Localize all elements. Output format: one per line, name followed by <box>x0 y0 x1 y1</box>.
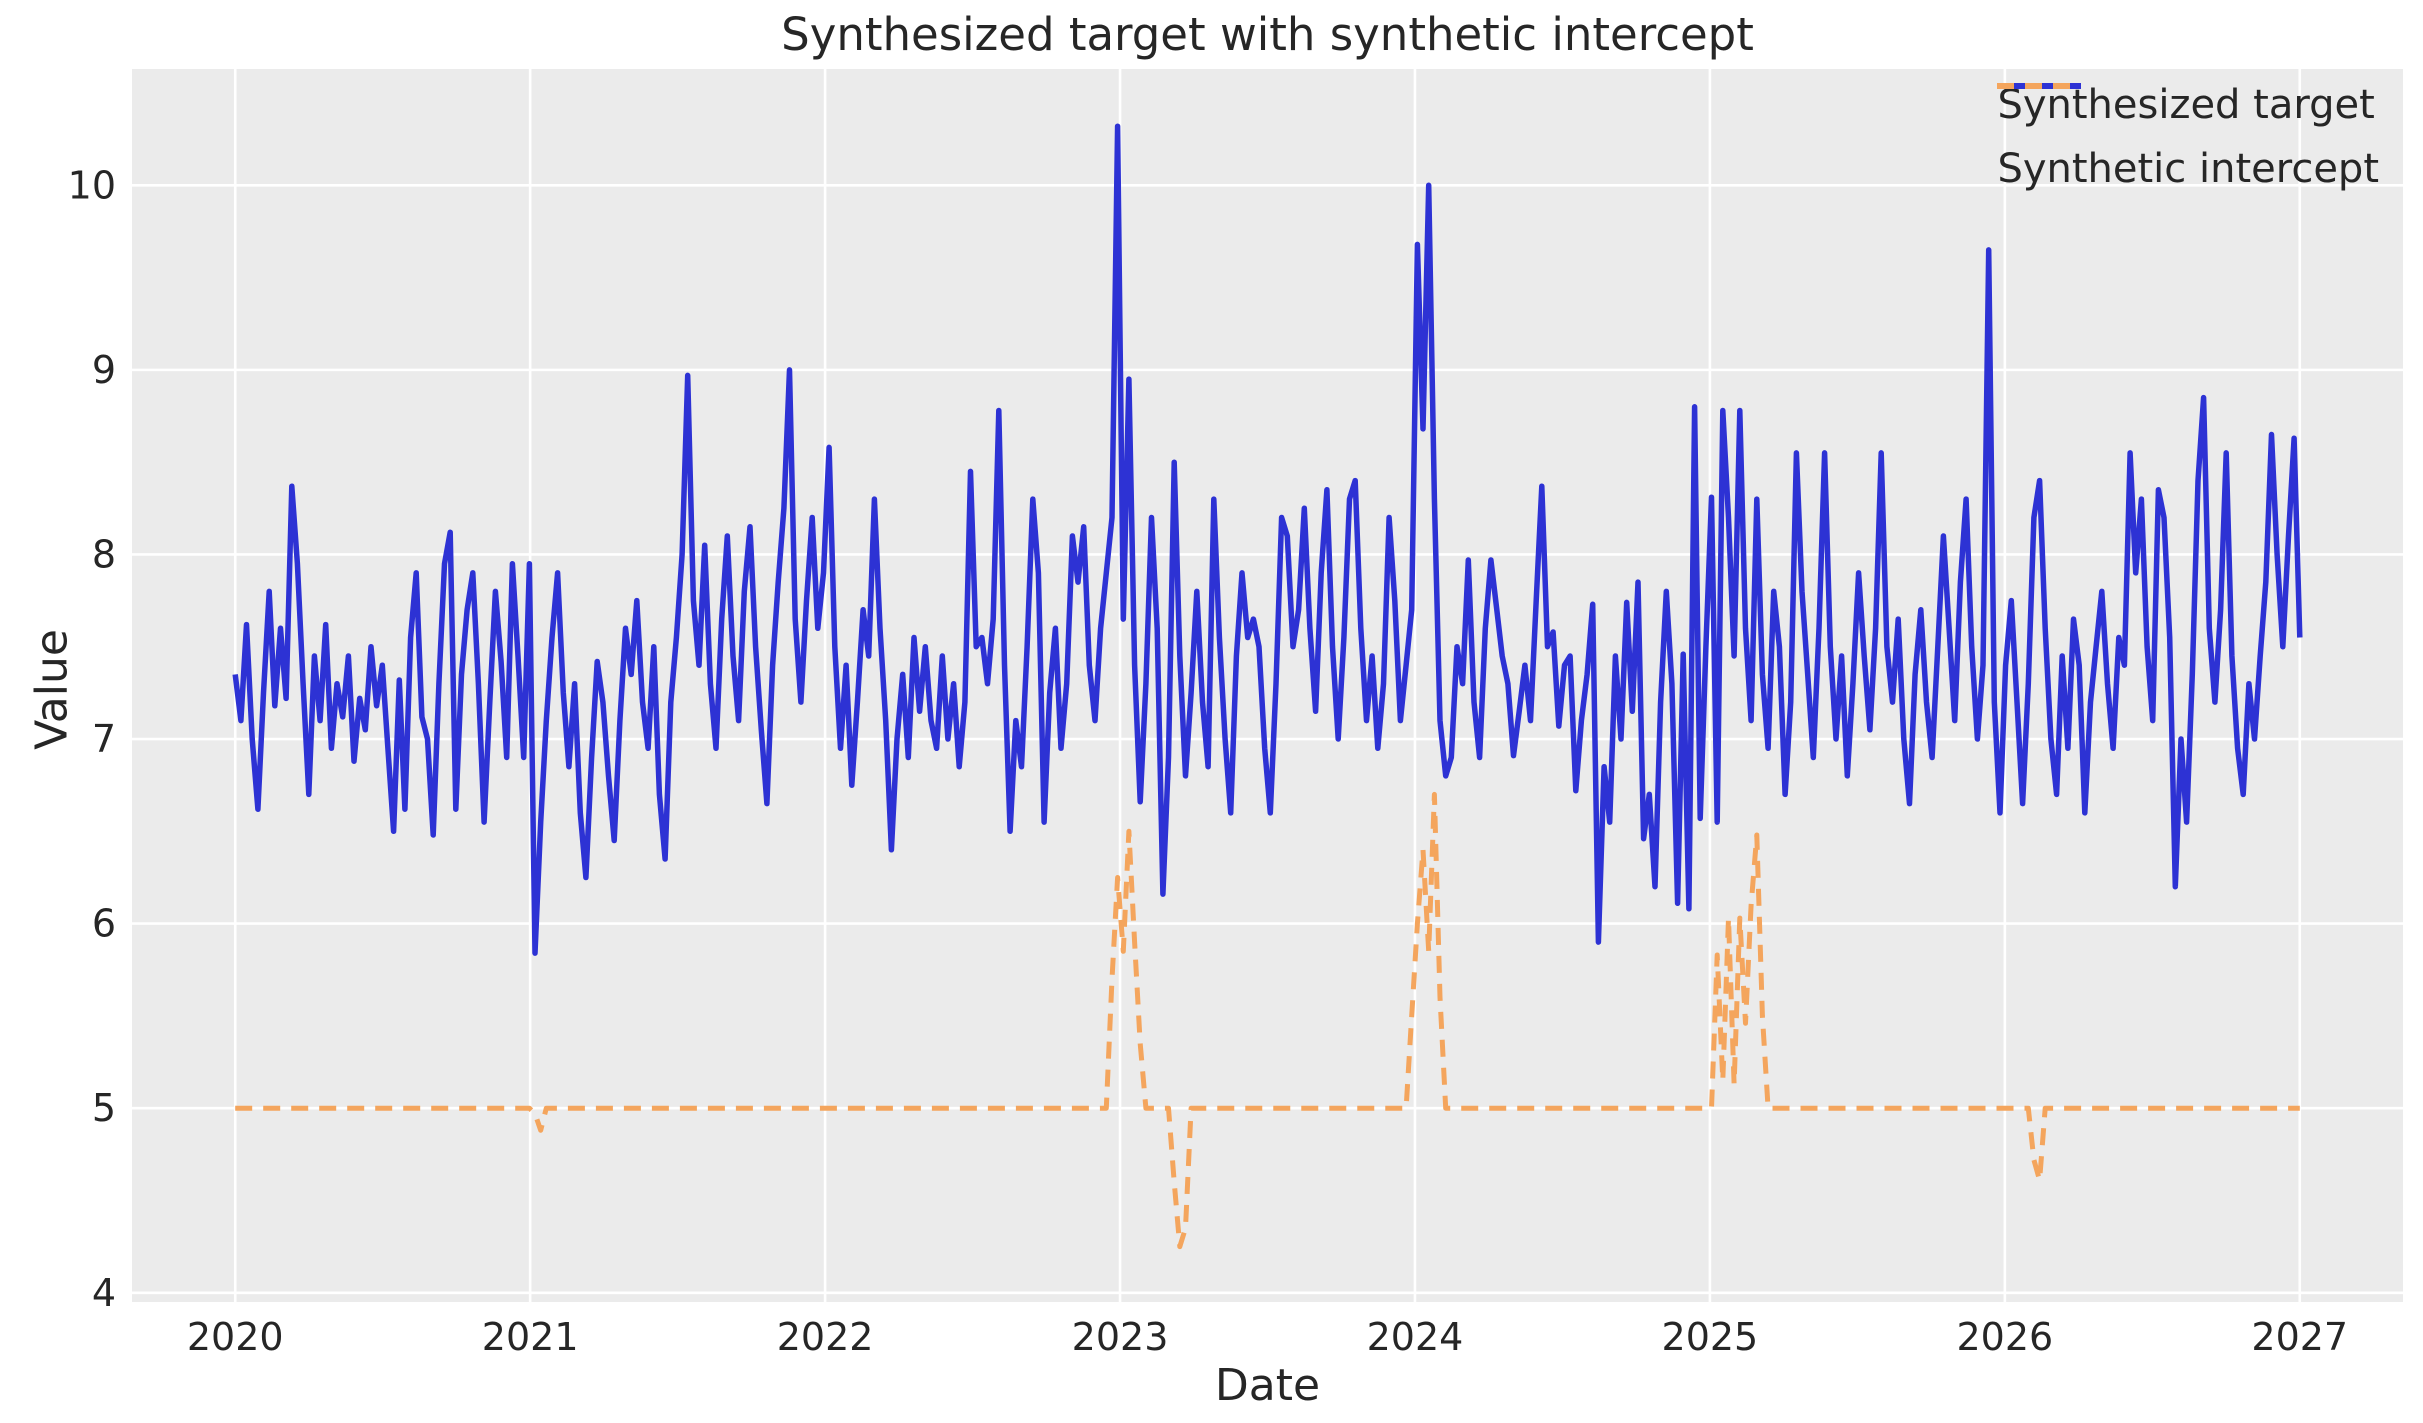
x-tick-label: 2026 <box>1956 1315 2053 1359</box>
y-tick-label: 4 <box>92 1271 116 1315</box>
y-tick-label: 9 <box>92 348 116 392</box>
series-line-dashed <box>235 791 2300 1250</box>
x-tick-label: 2027 <box>2251 1315 2348 1359</box>
y-tick-label: 8 <box>92 532 116 576</box>
y-tick-label: 5 <box>92 1086 116 1130</box>
y-tick-label: 6 <box>92 902 116 946</box>
x-tick-label: 2023 <box>1072 1315 1169 1359</box>
chart-title: Synthesized target with synthetic interc… <box>781 8 1754 61</box>
x-tick-label: 2020 <box>187 1315 284 1359</box>
dashed-line-swatch-icon <box>1997 83 2082 89</box>
x-tick-label: 2022 <box>777 1315 874 1359</box>
legend: Synthesized target Synthetic intercept <box>1997 82 2379 192</box>
x-tick-label: 2025 <box>1662 1315 1759 1359</box>
x-axis-label: Date <box>1214 1360 1321 1411</box>
legend-label: Synthesized target <box>1997 82 2375 128</box>
y-tick-label: 7 <box>92 717 116 761</box>
series-line-solid <box>232 123 2303 956</box>
y-axis-label: Value <box>26 629 78 750</box>
legend-label: Synthetic intercept <box>1997 146 2379 192</box>
y-tick-label: 10 <box>68 163 116 207</box>
legend-item-synthetic-intercept: Synthetic intercept <box>1997 83 2379 192</box>
x-tick-label: 2024 <box>1367 1315 1464 1359</box>
x-tick-label: 2021 <box>482 1315 579 1359</box>
